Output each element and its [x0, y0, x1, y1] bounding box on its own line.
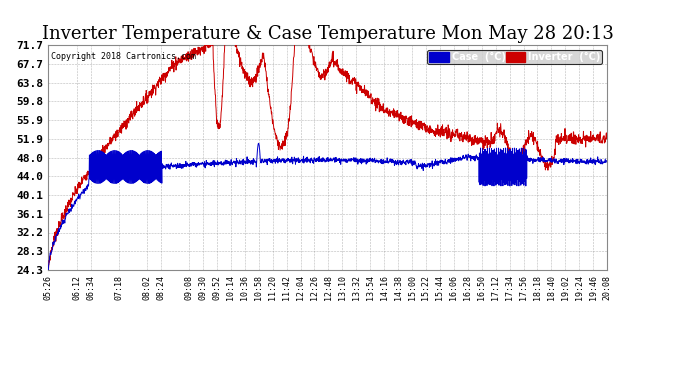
Title: Inverter Temperature & Case Temperature Mon May 28 20:13: Inverter Temperature & Case Temperature … — [42, 26, 613, 44]
Legend: Case  (°C), Inverter  (°C): Case (°C), Inverter (°C) — [427, 50, 602, 64]
Text: Copyright 2018 Cartronics.com: Copyright 2018 Cartronics.com — [51, 52, 196, 61]
